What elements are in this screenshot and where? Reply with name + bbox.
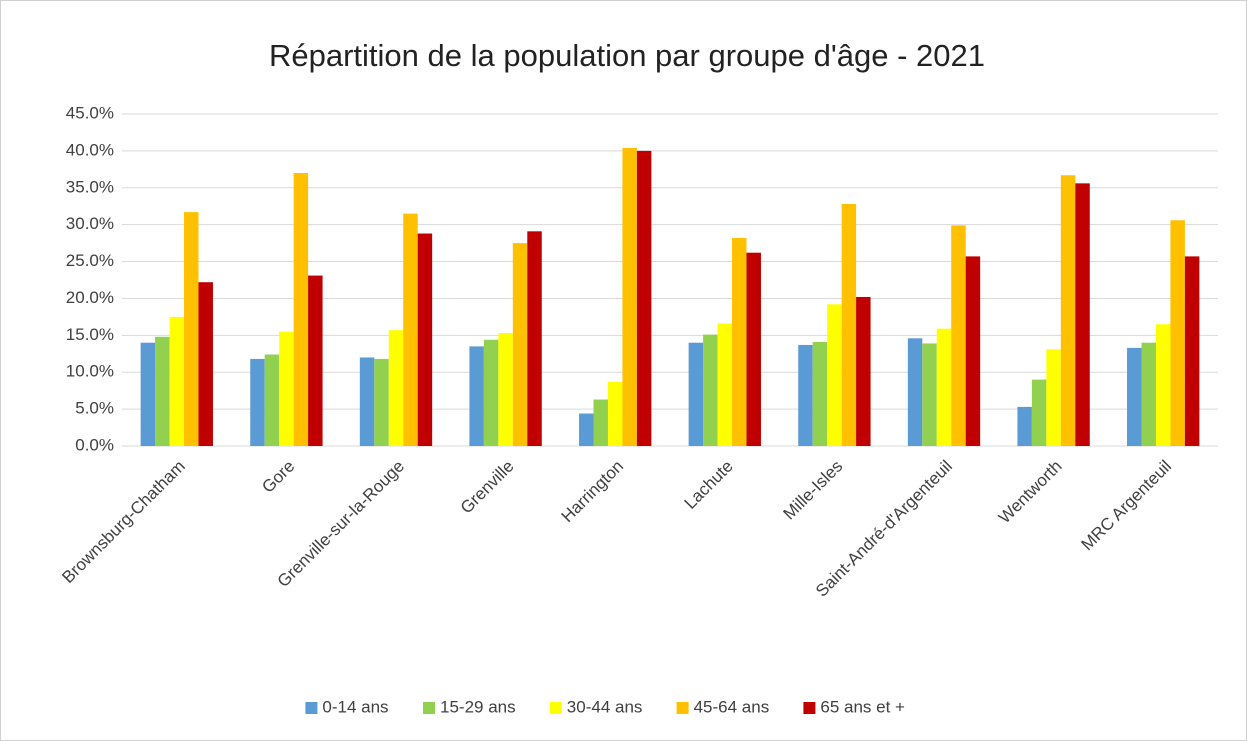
bar — [717, 323, 733, 446]
bar — [1060, 175, 1076, 447]
bar — [936, 328, 952, 446]
bar — [922, 343, 937, 446]
bar — [264, 354, 280, 446]
legend-swatch — [803, 702, 816, 714]
y-tick-label: 40.0% — [66, 140, 114, 159]
bar — [622, 147, 637, 446]
bar — [1155, 324, 1171, 446]
y-tick-label: 35.0% — [66, 177, 114, 196]
chart-title: Répartition de la population par groupe … — [269, 38, 985, 73]
y-tick-label: 5.0% — [75, 399, 114, 418]
y-tick-label: 30.0% — [66, 214, 114, 233]
bar — [636, 150, 652, 446]
legend-label: 15-29 ans — [440, 697, 516, 716]
bar — [1046, 349, 1061, 446]
legend-swatch — [305, 702, 318, 714]
legend-swatch — [676, 702, 689, 714]
bar — [293, 173, 309, 446]
bar — [198, 282, 213, 446]
bar — [250, 358, 265, 446]
bar — [732, 237, 747, 446]
bar — [841, 204, 857, 446]
bar — [1170, 220, 1185, 446]
bar — [155, 336, 170, 446]
bar — [856, 296, 871, 446]
bar — [469, 346, 484, 446]
bar — [498, 333, 513, 446]
legend-label: 45-64 ans — [694, 697, 770, 716]
y-tick-label: 25.0% — [66, 251, 114, 270]
y-tick-label: 0.0% — [75, 435, 114, 454]
bar — [374, 358, 389, 446]
bar — [1141, 342, 1156, 446]
bar — [907, 338, 923, 446]
legend-label: 30-44 ans — [567, 697, 643, 716]
legend-label: 65 ans et + — [820, 697, 905, 716]
bar — [703, 334, 718, 446]
y-tick-label: 45.0% — [66, 103, 114, 122]
legend-swatch — [549, 702, 562, 714]
bar — [388, 330, 404, 446]
bar — [140, 342, 156, 446]
legend-label: 0-14 ans — [322, 697, 388, 716]
bar — [184, 212, 199, 446]
bar — [798, 344, 813, 446]
bar — [593, 399, 608, 446]
bar — [527, 231, 542, 446]
bar — [169, 316, 185, 446]
bar — [1075, 183, 1090, 446]
bar — [579, 413, 594, 446]
bar — [308, 275, 323, 446]
bar — [279, 331, 294, 446]
y-tick-label: 10.0% — [66, 362, 114, 381]
bar — [812, 341, 828, 446]
y-tick-label: 20.0% — [66, 288, 114, 307]
bar — [417, 233, 433, 446]
bar — [512, 243, 528, 446]
bar — [746, 252, 761, 446]
bar — [965, 256, 981, 446]
bar — [688, 342, 704, 446]
bar — [827, 304, 842, 446]
bar — [1031, 379, 1047, 446]
bar — [359, 357, 375, 446]
bar — [1017, 406, 1032, 446]
bar — [1184, 256, 1200, 446]
bar — [483, 339, 499, 446]
bar — [1127, 347, 1142, 446]
legend-swatch — [423, 702, 435, 714]
bar — [403, 213, 418, 446]
y-tick-label: 15.0% — [66, 325, 114, 344]
bar — [951, 225, 966, 446]
bar — [607, 381, 623, 446]
